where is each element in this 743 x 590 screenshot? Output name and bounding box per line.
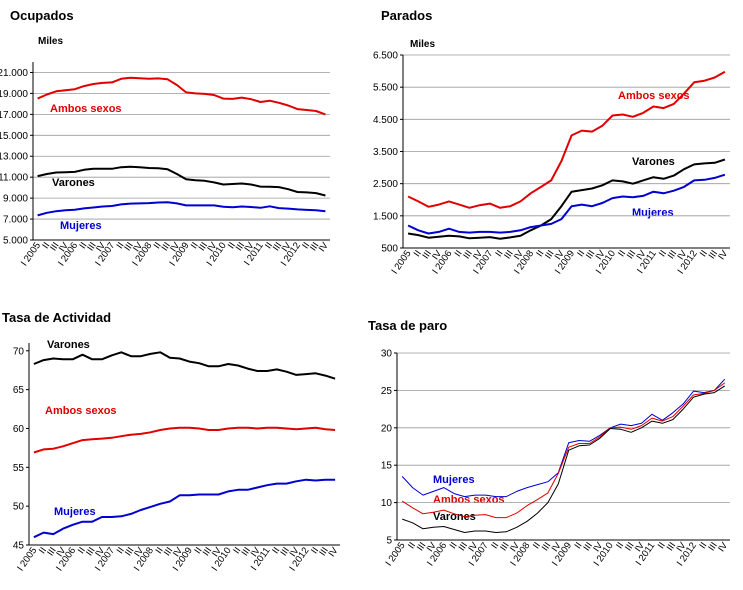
y-tick-label-actividad: 50 <box>13 502 25 513</box>
x-tick-label-paro: II <box>614 540 626 551</box>
y-tick-label-paro: 20 <box>381 423 393 434</box>
unit-label-ocupados: Miles <box>38 36 63 47</box>
x-tick-label-actividad: II <box>154 545 166 556</box>
y-tick-label-actividad: 70 <box>13 346 25 357</box>
x-tick-label-paro: II <box>573 540 585 551</box>
series-line-varones-parados <box>407 158 726 240</box>
y-tick-label-ocupados: 7.000 <box>3 215 28 226</box>
x-tick-label-ocupados: II <box>40 240 52 251</box>
series-label-ambos-ocupados: Ambos sexos <box>50 103 122 115</box>
x-tick-label-actividad: II <box>231 545 243 556</box>
chart-title-parados: Parados <box>381 8 432 23</box>
x-tick-label-ocupados: II <box>115 240 127 251</box>
series-line-mujeres-paro <box>401 378 726 498</box>
y-tick-label-paro: 30 <box>381 349 393 360</box>
series-line-mujeres-actividad <box>33 478 336 539</box>
y-tick-label-actividad: 65 <box>13 385 25 396</box>
series-line-mujeres-ocupados <box>37 201 326 217</box>
y-tick-label-parados: 2.500 <box>373 179 398 190</box>
y-tick-label-ocupados: 19.000 <box>0 89 28 100</box>
y-tick-label-ocupados: 13.000 <box>0 152 28 163</box>
x-tick-label-paro: II <box>531 540 543 551</box>
y-tick-label-actividad: 55 <box>13 463 25 474</box>
x-tick-label-parados: II <box>616 248 628 259</box>
chart-title-ocupados: Ocupados <box>10 8 74 23</box>
x-tick-label-paro: II <box>489 540 501 551</box>
series-label-varones-paro: Varones <box>433 511 476 523</box>
y-tick-label-parados: 500 <box>381 244 398 255</box>
series-label-mujeres-ocupados: Mujeres <box>60 220 102 232</box>
y-tick-label-parados: 1.500 <box>373 211 398 222</box>
x-tick-label-ocupados: IV <box>317 240 332 254</box>
y-tick-label-ocupados: 9.000 <box>3 194 28 205</box>
x-tick-label-parados: II <box>575 248 587 259</box>
x-tick-label-ocupados: II <box>189 240 201 251</box>
series-label-mujeres-actividad: Mujeres <box>54 506 96 518</box>
y-tick-label-ocupados: 21.000 <box>0 68 28 79</box>
series-line-ambos-sexos-actividad <box>33 426 336 454</box>
y-tick-label-paro: 15 <box>381 461 393 472</box>
y-tick-label-parados: 6.500 <box>373 51 398 62</box>
y-tick-label-ocupados: 15.000 <box>0 131 28 142</box>
y-tick-label-actividad: 60 <box>13 424 25 435</box>
y-tick-label-paro: 10 <box>381 498 393 509</box>
series-label-ambos-actividad: Ambos sexos <box>45 405 117 417</box>
x-tick-label-paro: II <box>448 540 460 551</box>
series-label-varones-parados: Varones <box>632 156 675 168</box>
x-tick-label-ocupados: II <box>77 240 89 251</box>
x-tick-label-actividad: II <box>309 545 321 556</box>
x-tick-label-actividad: II <box>115 545 127 556</box>
x-tick-label-actividad: II <box>76 545 88 556</box>
x-tick-label-paro: II <box>656 540 668 551</box>
series-label-varones-ocupados: Varones <box>52 177 95 189</box>
series-line-varones-paro <box>402 385 726 533</box>
x-tick-label-paro: IV <box>716 540 731 554</box>
x-tick-label-actividad: IV <box>326 545 341 559</box>
series-line-varones-ocupados <box>37 165 326 197</box>
x-tick-label-ocupados: II <box>300 240 312 251</box>
x-tick-label-ocupados: II <box>226 240 238 251</box>
series-line-ambos-sexos-ocupados <box>37 76 326 116</box>
x-tick-label-paro: II <box>697 540 709 551</box>
x-tick-label-actividad: II <box>270 545 282 556</box>
chart-title-tasa-actividad: Tasa de Actividad <box>2 310 111 325</box>
series-label-mujeres-parados: Mujeres <box>632 207 674 219</box>
series-label-ambos-parados: Ambos sexos <box>618 90 690 102</box>
y-tick-label-parados: 3.500 <box>373 147 398 158</box>
series-line-ambos-sexos-parados <box>407 70 726 209</box>
x-tick-label-parados: IV <box>716 248 731 262</box>
x-tick-label-parados: II <box>412 248 424 259</box>
x-tick-label-parados: II <box>493 248 505 259</box>
y-tick-label-ocupados: 17.000 <box>0 110 28 121</box>
x-tick-label-parados: II <box>698 248 710 259</box>
x-tick-label-parados: II <box>534 248 546 259</box>
chart-title-tasa-paro: Tasa de paro <box>368 318 447 333</box>
y-tick-label-parados: 4.500 <box>373 115 398 126</box>
x-tick-label-paro: II <box>406 540 418 551</box>
y-tick-label-paro: 5 <box>386 536 392 547</box>
x-tick-label-parados: II <box>453 248 465 259</box>
y-tick-label-parados: 5.500 <box>373 83 398 94</box>
y-tick-label-ocupados: 11.000 <box>0 173 28 184</box>
series-label-mujeres-paro: Mujeres <box>433 474 475 486</box>
series-line-varones-actividad <box>33 351 336 380</box>
series-line-mujeres-parados <box>407 173 726 235</box>
series-line-ambos-sexos-paro <box>401 382 726 519</box>
x-tick-label-actividad: II <box>192 545 204 556</box>
unit-label-parados: Miles <box>410 39 435 50</box>
x-tick-label-actividad: II <box>37 545 49 556</box>
y-tick-label-ocupados: 5.000 <box>3 236 28 247</box>
x-tick-label-ocupados: II <box>152 240 164 251</box>
y-tick-label-actividad: 45 <box>13 541 25 552</box>
y-tick-label-paro: 25 <box>381 386 393 397</box>
series-label-varones-actividad: Varones <box>47 339 90 351</box>
x-tick-label-parados: II <box>657 248 669 259</box>
x-tick-label-ocupados: II <box>263 240 275 251</box>
